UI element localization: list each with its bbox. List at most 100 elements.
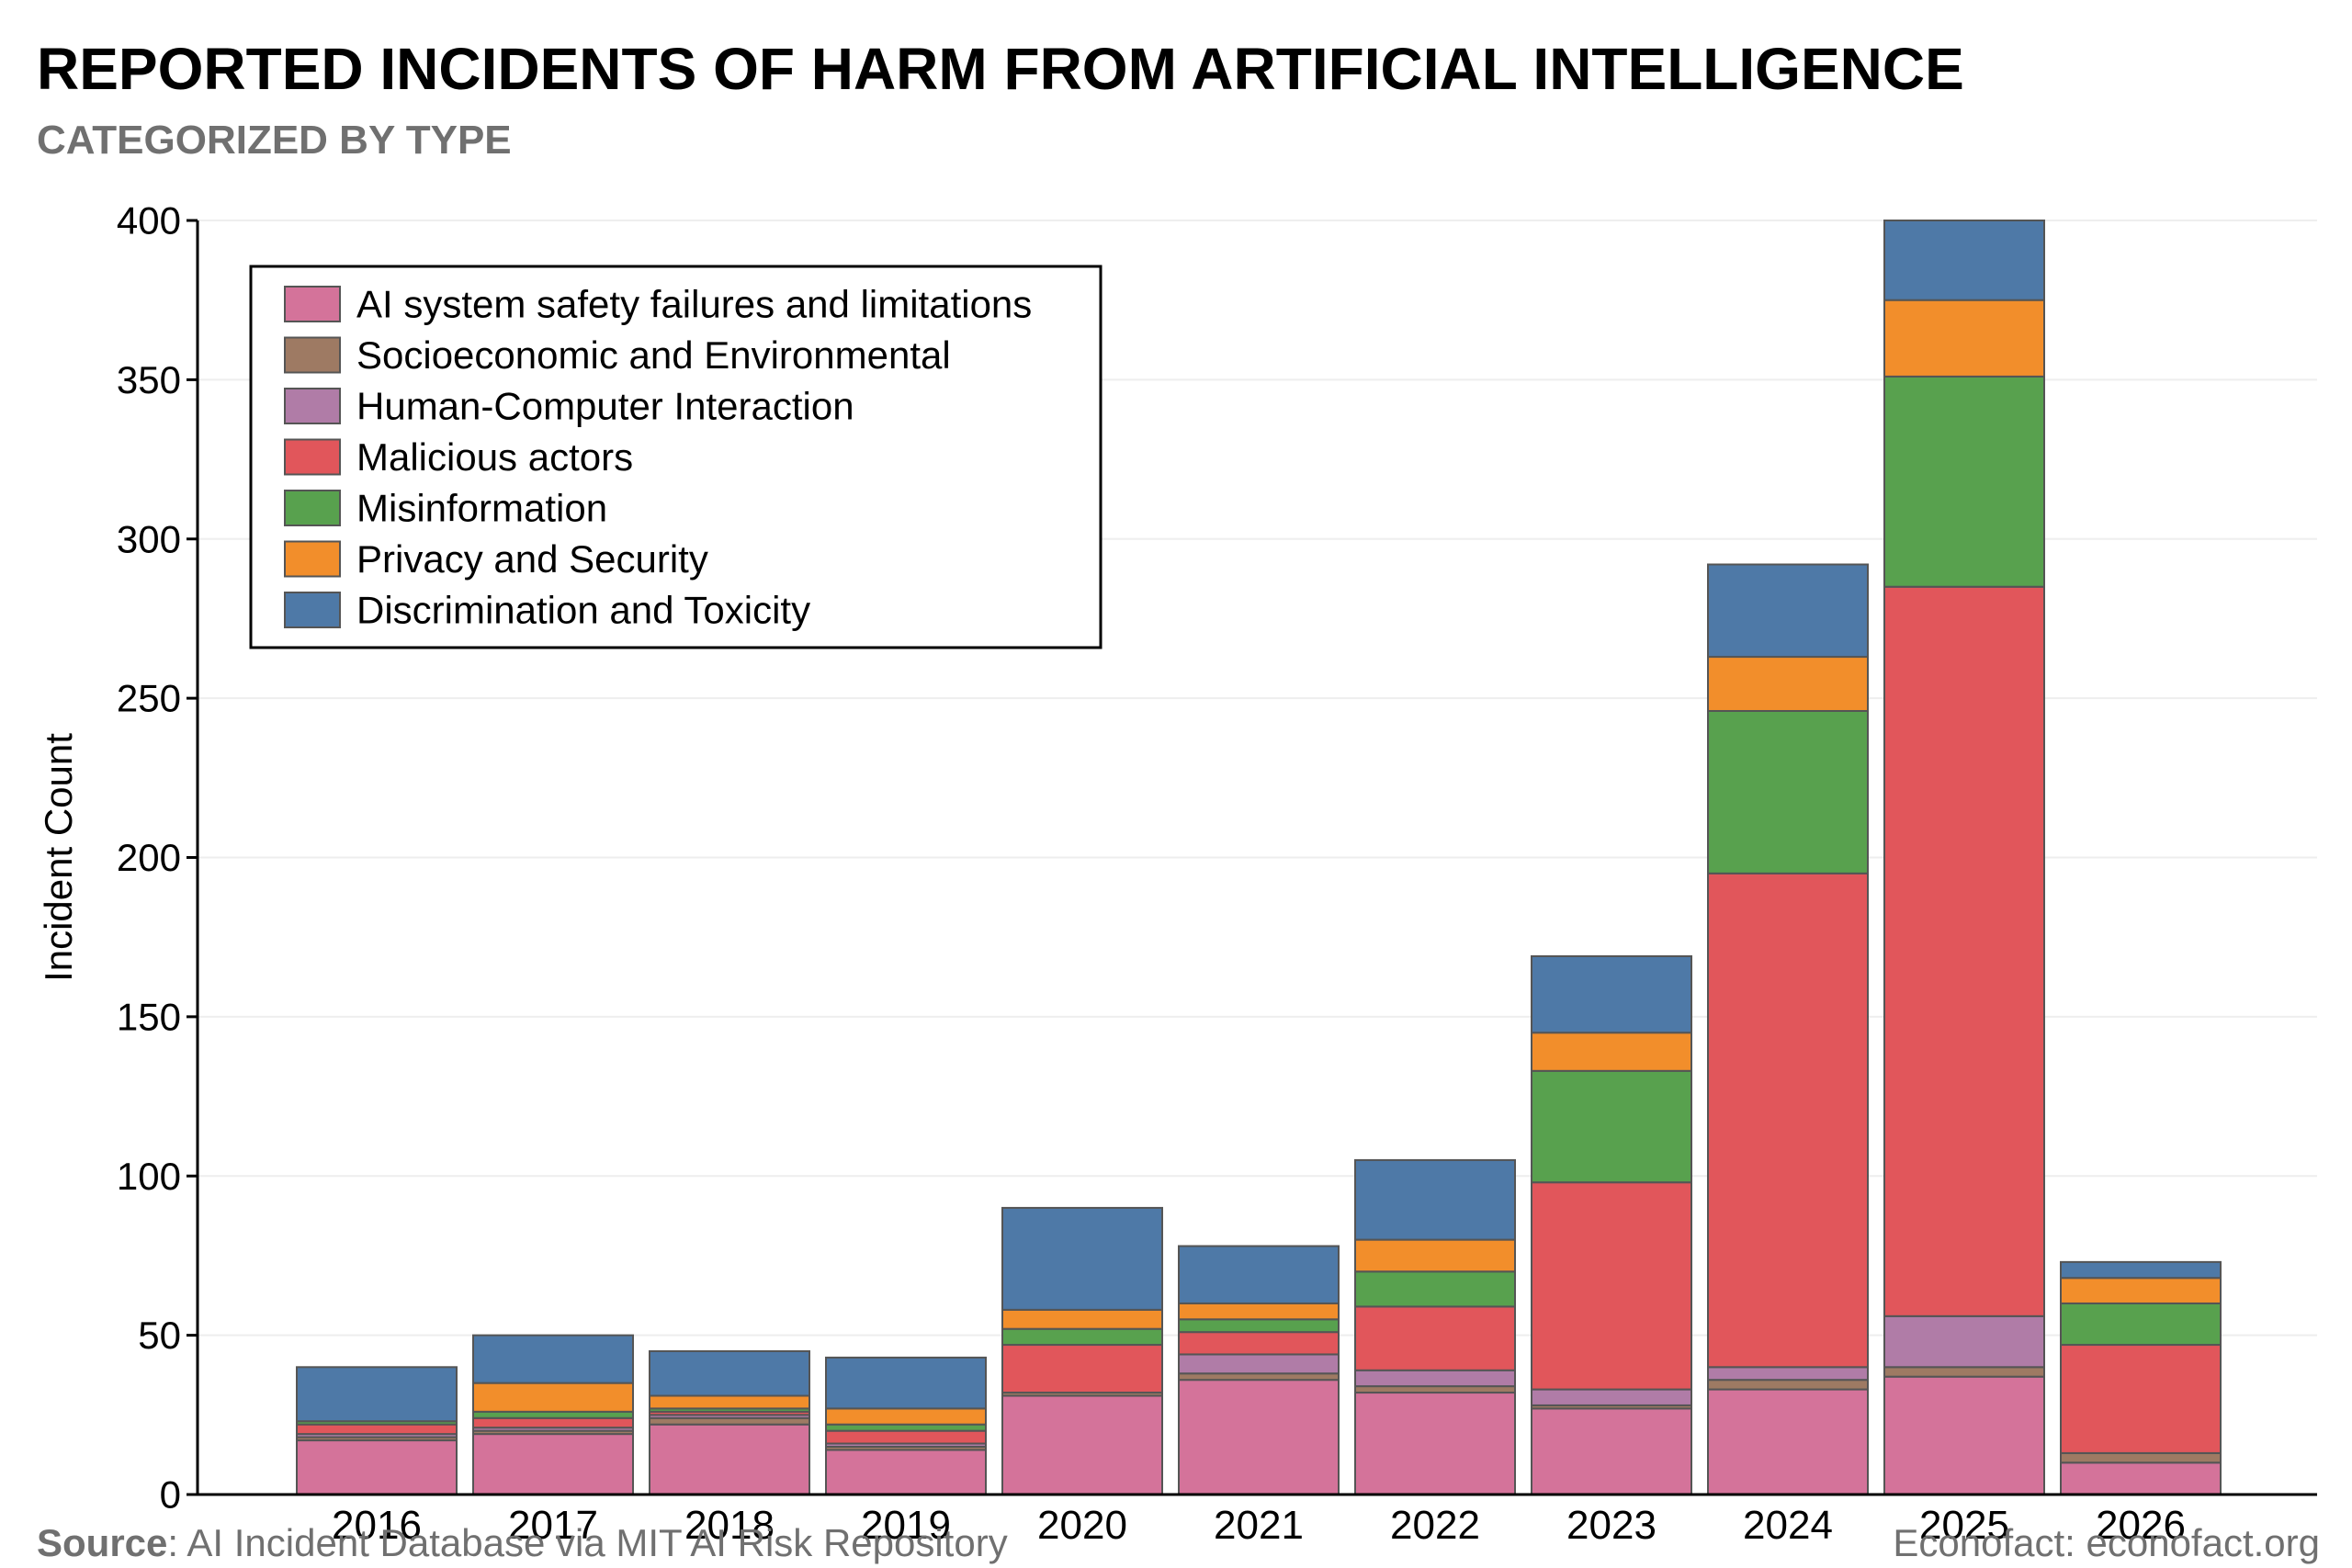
- y-tick-label: 100: [117, 1155, 181, 1198]
- bar-segment: [1001, 1394, 1163, 1495]
- bar-segment: [472, 1334, 634, 1384]
- bar-segment: [1001, 1308, 1163, 1330]
- source-label: Source: [37, 1521, 168, 1564]
- bar-segment: [296, 1366, 458, 1423]
- bar-segment: [1883, 299, 2045, 378]
- source-text: : AI Incident Database via MIT AI Risk R…: [167, 1521, 1008, 1564]
- x-tick-label: 2023: [1566, 1503, 1657, 1548]
- y-tick-label: 400: [117, 199, 181, 243]
- bar-segment: [472, 1410, 634, 1419]
- y-tick-label: 0: [160, 1473, 181, 1517]
- bar-segment: [1354, 1305, 1516, 1371]
- bar-segment: [2060, 1277, 2222, 1304]
- bar-segment: [1354, 1270, 1516, 1308]
- legend: AI system safety failures and limitation…: [249, 265, 1102, 649]
- bar-segment: [1354, 1238, 1516, 1273]
- x-tick-label: 2024: [1743, 1503, 1833, 1548]
- legend-label: Human-Computer Interaction: [356, 385, 854, 428]
- x-tick-label: 2025: [1919, 1503, 2009, 1548]
- credit-note: Econofact: econofact.org: [1893, 1521, 2320, 1564]
- legend-swatch: [284, 592, 341, 628]
- legend-swatch: [284, 490, 341, 526]
- bar-segment: [1531, 1069, 1692, 1184]
- x-tick-label: 2022: [1390, 1503, 1480, 1548]
- bar-segment: [825, 1429, 987, 1445]
- bar-segment: [1883, 585, 2045, 1317]
- y-axis-label: Incident Count: [37, 733, 80, 982]
- legend-label: AI system safety failures and limitation…: [356, 283, 1032, 326]
- bar-segment: [296, 1423, 458, 1436]
- x-tick-label: 2020: [1037, 1503, 1127, 1548]
- chart-title: REPORTED INCIDENTS OF HARM FROM ARTIFICI…: [37, 36, 1964, 102]
- bar-segment: [1531, 1032, 1692, 1072]
- bar-segment: [2060, 1451, 2222, 1464]
- bar-segment: [1883, 220, 2045, 301]
- bar-segment: [1354, 1385, 1516, 1394]
- bar-segment: [2060, 1461, 2222, 1495]
- bar-segment: [1883, 1375, 2045, 1496]
- legend-label: Malicious actors: [356, 435, 633, 479]
- bar-segment: [1531, 954, 1692, 1034]
- bar-segment: [1707, 1388, 1869, 1496]
- y-tick-label: 150: [117, 995, 181, 1038]
- bar-segment: [825, 1423, 987, 1432]
- bar-segment: [1178, 1245, 1340, 1304]
- x-tick-label: 2026: [2096, 1503, 2186, 1548]
- bar-segment: [1883, 1366, 2045, 1378]
- legend-box: [249, 265, 1102, 649]
- bar-segment: [649, 1416, 810, 1426]
- bars: [296, 220, 2222, 1496]
- legend-label: Misinformation: [356, 487, 607, 530]
- bar-segment: [1354, 1392, 1516, 1496]
- bar-segment: [1354, 1369, 1516, 1388]
- bar-segment: [1707, 1366, 1869, 1382]
- bar-segment: [649, 1423, 810, 1495]
- bar-segment: [1707, 563, 1869, 659]
- x-tick-label: 2019: [861, 1503, 951, 1548]
- y-tick-label: 50: [138, 1314, 181, 1357]
- bar-segment: [1001, 1206, 1163, 1311]
- bar-segment: [1707, 872, 1869, 1369]
- bar-segment: [1001, 1344, 1163, 1394]
- bar-segment: [1707, 1379, 1869, 1391]
- bar-segment: [1531, 1181, 1692, 1391]
- bar-segment: [1883, 375, 2045, 588]
- legend-label: Privacy and Security: [356, 537, 708, 581]
- legend-swatch: [284, 438, 341, 476]
- bar-segment: [1531, 1388, 1692, 1406]
- bar-segment: [1354, 1158, 1516, 1241]
- bar-segment: [2060, 1260, 2222, 1280]
- bar-segment: [825, 1356, 987, 1410]
- x-tick-label: 2018: [684, 1503, 775, 1548]
- source-note: Source: AI Incident Database via MIT AI …: [37, 1521, 1008, 1565]
- bar-segment: [2060, 1344, 2222, 1454]
- bar-segment: [1883, 1314, 2045, 1369]
- bar-segment: [1178, 1302, 1340, 1321]
- bar-segment: [1531, 1407, 1692, 1495]
- legend-label: Discrimination and Toxicity: [356, 589, 810, 632]
- bar-segment: [1178, 1331, 1340, 1356]
- y-tick-label: 300: [117, 517, 181, 560]
- bar-segment: [825, 1449, 987, 1495]
- bar-segment: [2060, 1302, 2222, 1347]
- y-tick-label: 200: [117, 836, 181, 879]
- bar-segment: [472, 1382, 634, 1413]
- y-tick-label: 350: [117, 358, 181, 401]
- bar-segment: [1178, 1318, 1340, 1334]
- legend-label: Socioeconomic and Environmental: [356, 333, 951, 377]
- bar-segment: [1178, 1379, 1340, 1496]
- legend-swatch: [284, 388, 341, 424]
- bar-segment: [1001, 1327, 1163, 1347]
- bar-segment: [296, 1439, 458, 1495]
- bar-segment: [649, 1349, 810, 1397]
- bar-segment: [472, 1416, 634, 1429]
- x-tick-label: 2021: [1214, 1503, 1304, 1548]
- legend-swatch: [284, 286, 341, 322]
- y-tick-label: 250: [117, 677, 181, 720]
- bar-segment: [1707, 656, 1869, 712]
- x-tick-label: 2016: [332, 1503, 422, 1548]
- bar-segment: [1178, 1372, 1340, 1382]
- axes: 0 50 100 150 200 250 300 350 400 2016 2017 2018 2019…: [37, 199, 2317, 1548]
- bar-segment: [472, 1433, 634, 1496]
